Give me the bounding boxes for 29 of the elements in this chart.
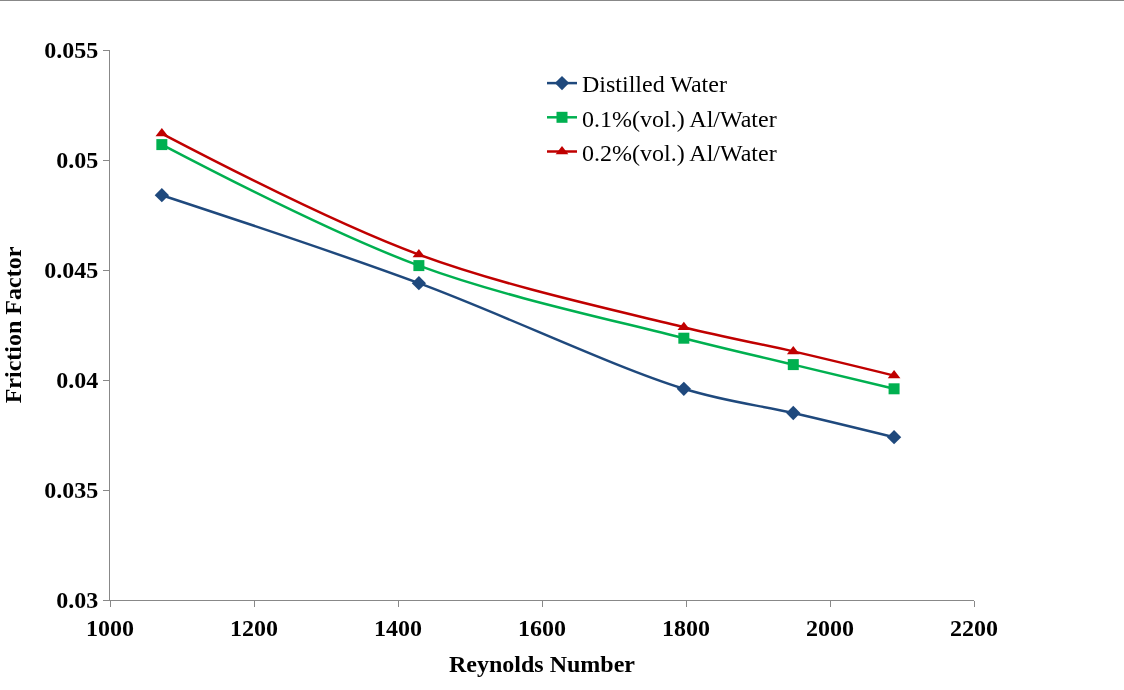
point	[676, 381, 691, 396]
point	[154, 188, 169, 203]
x-tick-label: 1200	[230, 614, 278, 641]
x-axis-title: Reynolds Number	[448, 651, 636, 678]
y-tick-label: 0.04	[56, 367, 99, 394]
point	[156, 139, 168, 151]
point	[786, 345, 800, 355]
y-tick-label: 0.035	[44, 477, 99, 504]
legend-label: 0.2%(vol.) Al/Water	[582, 139, 777, 166]
x-tick-label: 1000	[86, 614, 134, 641]
x-tick-label: 1800	[662, 614, 710, 641]
point	[678, 332, 690, 344]
point	[888, 383, 900, 395]
x-tick-label: 1400	[374, 614, 422, 641]
point	[886, 430, 902, 445]
point	[413, 260, 425, 272]
point	[786, 405, 801, 421]
y-tick-label: 0.045	[44, 257, 99, 284]
y-tick-label: 0.03	[56, 587, 99, 614]
legend-label: 0.1%(vol.) Al/Water	[582, 105, 777, 132]
point	[787, 359, 799, 371]
point	[411, 276, 427, 291]
y-tick-label: 0.055	[44, 37, 99, 64]
x-tick-label: 1600	[518, 614, 566, 641]
x-tick-label: 2000	[806, 614, 854, 641]
y-tick-label: 0.05	[56, 147, 99, 174]
x-tick-label: 2200	[950, 614, 998, 641]
y-axis-title: Friction Factor	[0, 246, 27, 404]
legend-label: Distilled Water	[582, 71, 727, 98]
